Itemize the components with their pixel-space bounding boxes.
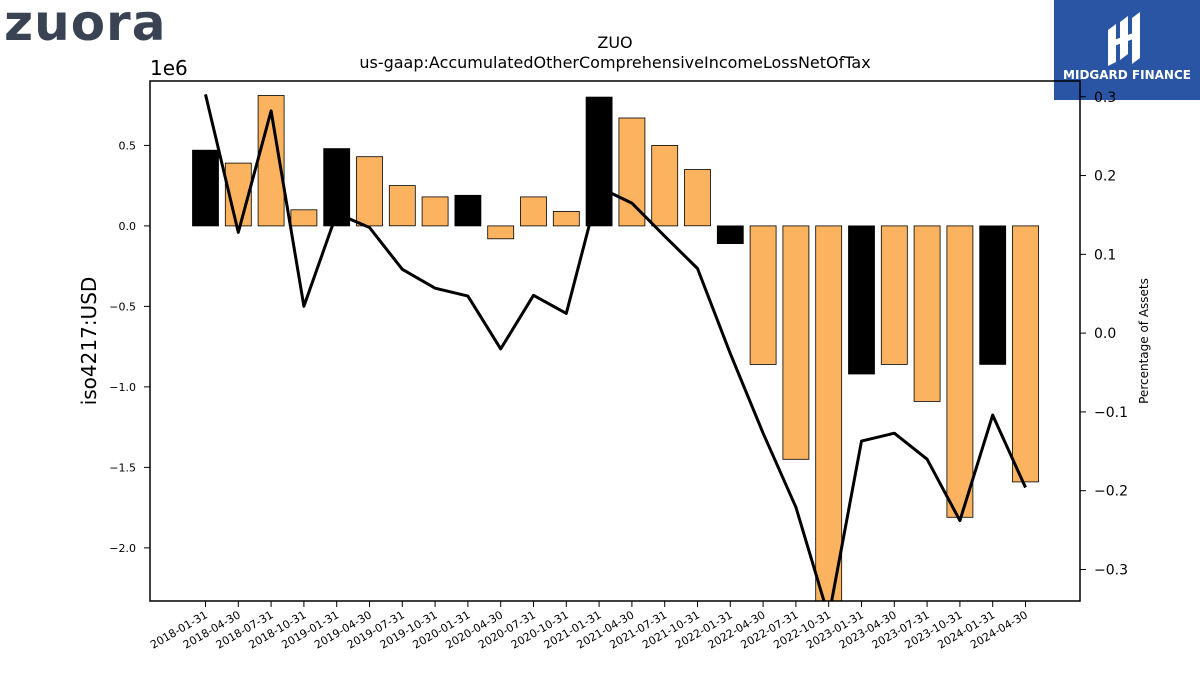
y2-tick-label: −0.2 — [1094, 484, 1128, 500]
percentage-line — [204, 94, 1027, 601]
bar — [552, 210, 580, 227]
bar — [749, 225, 777, 365]
bar — [356, 156, 383, 227]
midgard-mark-icon — [1108, 12, 1140, 66]
bar — [388, 185, 416, 227]
bar — [815, 225, 843, 601]
y-offset-label: 1e6 — [150, 56, 188, 80]
midgard-finance-label: MIDGARD FINANCE — [1063, 68, 1191, 82]
y2-tick-label: 0.3 — [1094, 90, 1116, 106]
chart-title: ZUO — [597, 33, 632, 52]
y-axis-label: iso4217:USD — [77, 277, 101, 406]
bar — [1012, 225, 1039, 483]
bar — [487, 225, 515, 240]
bar — [946, 225, 974, 518]
bar — [192, 149, 219, 227]
midgard-finance-logo: MIDGARD FINANCE — [1054, 0, 1200, 100]
y2-tick-label: −0.3 — [1094, 562, 1128, 578]
bar — [585, 96, 613, 227]
y-tick-label: −1.0 — [109, 381, 136, 394]
y-tick-label: 0.0 — [119, 220, 137, 233]
y2-tick-label: 0.2 — [1094, 169, 1116, 185]
y-tick-label: −0.5 — [109, 300, 136, 313]
bar — [913, 225, 941, 402]
bar — [290, 209, 318, 227]
y2-axis-label: Percentage of Assets — [1137, 278, 1151, 404]
bar — [782, 225, 810, 460]
bar — [421, 196, 449, 227]
y-tick-label: −1.5 — [109, 461, 136, 474]
bar — [979, 225, 1007, 365]
y-tick-label: −2.0 — [109, 542, 136, 555]
y2-tick-label: −0.1 — [1094, 405, 1128, 421]
bar — [618, 117, 646, 227]
bar — [454, 194, 482, 227]
line-layer — [204, 94, 1027, 601]
bar — [684, 169, 711, 227]
zuora-logo: zuora — [4, 0, 167, 52]
bar — [880, 225, 908, 365]
chart-subtitle: us-gaap:AccumulatedOtherComprehensiveInc… — [359, 53, 870, 72]
bar — [848, 225, 875, 375]
bar — [716, 225, 744, 244]
bars-layer — [192, 95, 1039, 601]
y-tick-label: 0.5 — [119, 139, 137, 152]
y2-tick-label: 0.1 — [1094, 247, 1116, 263]
bar — [520, 196, 547, 227]
y2-tick-label: 0.0 — [1094, 326, 1116, 342]
plot-frame — [149, 80, 1081, 602]
bar — [651, 144, 679, 227]
